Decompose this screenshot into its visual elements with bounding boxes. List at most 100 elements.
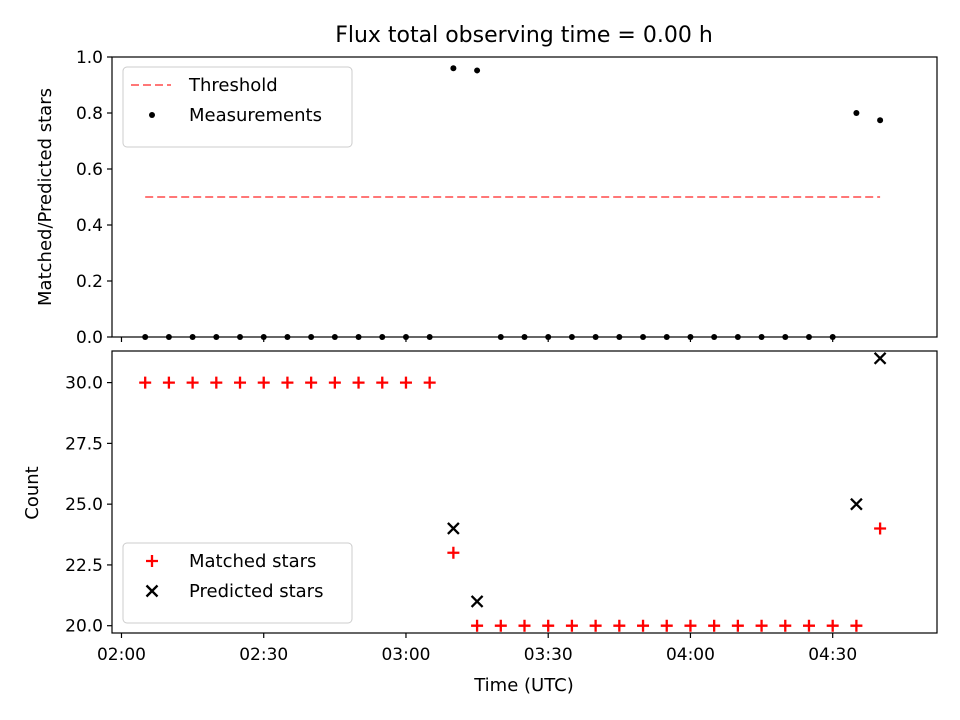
data-point (874, 522, 887, 535)
data-point (850, 619, 863, 632)
data-point (189, 334, 196, 340)
data-point (426, 334, 433, 340)
data-point (637, 619, 650, 632)
data-point (447, 546, 460, 559)
legend-label: Measurements (189, 105, 322, 126)
data-point (521, 334, 528, 340)
y-tick-label: 0.0 (76, 328, 103, 348)
x-tick-label: 04:00 (666, 645, 715, 665)
data-point (165, 334, 172, 340)
y-tick-label: 30.0 (65, 374, 103, 394)
y-tick-label: 27.5 (65, 434, 103, 454)
data-point (663, 334, 670, 340)
data-point (711, 334, 718, 340)
data-point (734, 334, 741, 340)
x-tick-label: 03:30 (524, 645, 573, 665)
y-tick-label: 0.4 (76, 216, 103, 236)
data-point (850, 497, 863, 511)
data-point (352, 376, 365, 389)
data-point (308, 334, 315, 340)
data-point (708, 619, 721, 632)
data-point (447, 522, 460, 535)
data-point (589, 619, 602, 632)
x-axis-label: Time (UTC) (473, 675, 574, 696)
x-tick-label: 02:00 (97, 645, 146, 665)
data-point (355, 334, 362, 340)
data-point (545, 334, 552, 340)
data-point (660, 619, 673, 632)
data-point (826, 619, 839, 632)
data-point (450, 65, 457, 72)
data-point (805, 334, 812, 340)
data-point (758, 334, 765, 340)
data-point (684, 619, 697, 632)
data-point (542, 619, 555, 632)
bottom-panel: 02:00 02:30 03:00 03:30 04:00 04:30 20.0 22.5 25… (65, 350, 938, 665)
data-point (423, 376, 436, 389)
data-point (142, 334, 149, 340)
data-point (474, 67, 481, 74)
y-tick-label: 22.5 (65, 556, 103, 576)
y-tick-label: 20.0 (65, 617, 103, 637)
legend-box (122, 66, 353, 148)
y-tick-label: 0.2 (76, 272, 103, 292)
x-tick-label: 02:30 (239, 645, 288, 665)
legend-marker-swatch (146, 555, 158, 567)
data-point (568, 334, 575, 340)
data-point (399, 376, 412, 389)
data-point (877, 117, 884, 124)
data-point (328, 376, 341, 389)
data-point (379, 334, 386, 340)
top-panel-y-label: Matched/Predicted stars (35, 88, 56, 306)
data-point (281, 376, 294, 389)
data-point (802, 619, 815, 632)
data-point (592, 334, 599, 340)
data-point (616, 334, 623, 340)
data-point (257, 376, 270, 389)
data-point (162, 376, 175, 389)
data-point (873, 351, 887, 365)
data-point (305, 376, 318, 389)
legend-label: Predicted stars (189, 581, 323, 602)
data-point (260, 334, 267, 340)
data-point (640, 334, 647, 340)
data-point (331, 334, 338, 340)
data-point (213, 334, 220, 340)
data-point (139, 376, 152, 389)
legend-label: Matched stars (189, 551, 316, 572)
x-tick-label: 03:00 (381, 645, 430, 665)
data-point (829, 334, 836, 340)
data-point (186, 376, 199, 389)
data-point (470, 595, 484, 608)
x-tick-label: 04:30 (808, 645, 857, 665)
data-point (613, 619, 626, 632)
data-point (237, 334, 244, 340)
data-point (494, 619, 507, 632)
data-point (779, 619, 792, 632)
bottom-panel-y-label: Count (22, 466, 43, 519)
data-point (284, 334, 291, 340)
data-point (782, 334, 789, 340)
top-panel: 0.0 0.2 0.4 0.6 0.8 1.0 Threshold Measurements (76, 48, 938, 348)
y-tick-label: 0.6 (76, 160, 103, 180)
data-point (853, 110, 860, 116)
y-tick-label: 0.8 (76, 104, 103, 124)
y-tick-label: 25.0 (65, 495, 103, 515)
y-tick-label: 1.0 (76, 48, 103, 68)
data-point (471, 619, 484, 632)
legend-marker-swatch (145, 584, 159, 598)
data-point (687, 334, 694, 340)
chart-title: Flux total observing time = 0.00 h (335, 23, 713, 48)
data-point (518, 619, 531, 632)
plot-area-frame (111, 350, 938, 634)
data-point (234, 376, 247, 389)
data-point (497, 334, 504, 340)
legend-box (122, 542, 353, 624)
data-point (376, 376, 389, 389)
data-point (731, 619, 744, 632)
legend-marker-swatch (149, 112, 155, 118)
data-point (402, 334, 409, 340)
data-point (755, 619, 768, 632)
data-point (565, 619, 578, 632)
